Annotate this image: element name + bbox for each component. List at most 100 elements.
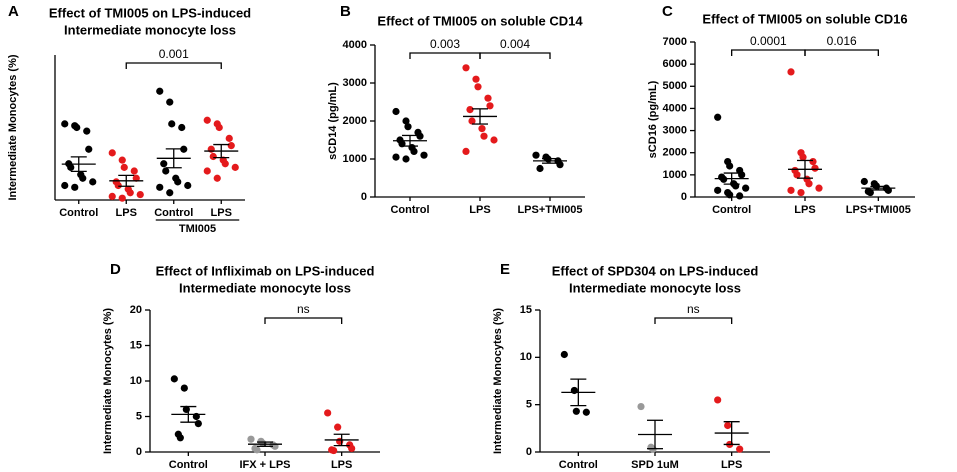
data-point [120, 163, 128, 171]
data-point [462, 64, 470, 72]
data-point [866, 188, 874, 197]
data-point [156, 183, 164, 191]
data-point [348, 444, 356, 453]
y-tick-label: 20 [130, 304, 142, 316]
x-tick-label: Control [390, 204, 429, 216]
x-tick-label: LPS [211, 207, 232, 219]
data-point [166, 98, 174, 106]
data-point [742, 184, 750, 192]
y-tick-label: 15 [520, 304, 532, 316]
chart-title: Effect of TMI005 on LPS-induced [49, 5, 251, 20]
data-point [732, 182, 740, 190]
data-point [209, 152, 217, 161]
significance-bracket [654, 317, 733, 324]
data-point [71, 183, 79, 191]
data-point [484, 94, 492, 102]
data-point [203, 116, 211, 124]
panel-letter: C [662, 3, 673, 20]
data-point [490, 136, 498, 144]
significance-bracket [804, 49, 879, 56]
data-point [114, 181, 122, 190]
significance-label: 0.0001 [750, 34, 787, 48]
data-point [720, 175, 728, 183]
data-point [860, 177, 868, 186]
data-point [536, 164, 544, 173]
data-point [809, 157, 817, 166]
y-axis-label: Intermediate Monocytes (%) [7, 54, 19, 200]
data-point [714, 113, 722, 121]
x-tick-label: SPD 1uM [631, 459, 679, 471]
data-point [811, 164, 819, 172]
data-point [221, 160, 229, 168]
x-tick-label: LPS+TMI005 [517, 204, 582, 216]
data-point [462, 147, 470, 155]
x-tick-label: Control [154, 207, 193, 219]
data-point [108, 192, 116, 200]
data-point [73, 123, 81, 132]
chart-title: Effect of Infliximab on LPS-induced [156, 263, 375, 278]
data-point [410, 147, 418, 155]
y-tick-label: 0 [526, 446, 532, 458]
data-point [170, 375, 178, 383]
data-point [324, 409, 332, 417]
data-point [736, 192, 744, 200]
chart-title: Effect of TMI005 on soluble CD16 [702, 11, 907, 26]
data-point [572, 407, 580, 415]
data-point [480, 132, 488, 140]
data-point [89, 178, 97, 186]
x-tick-label: LPS [794, 204, 815, 216]
data-point [392, 153, 400, 161]
data-point [404, 123, 412, 131]
panel-letter: B [340, 3, 351, 20]
significance-label: ns [687, 302, 700, 316]
y-tick-label: 2000 [663, 147, 687, 159]
x-tick-label: LPS+TMI005 [846, 204, 911, 216]
data-point [160, 160, 168, 168]
data-point [247, 435, 255, 443]
chart-title: Intermediate monocyte loss [179, 280, 351, 295]
y-tick-label: 4000 [663, 102, 687, 114]
data-point [156, 87, 164, 95]
data-point [468, 117, 476, 125]
data-point [787, 186, 795, 194]
data-point [194, 420, 202, 428]
significance-label: 0.016 [827, 34, 857, 48]
x-tick-label: LPS [116, 207, 137, 219]
y-tick-label: 1000 [663, 169, 687, 181]
data-point [392, 107, 400, 116]
x-tick-label: Control [59, 207, 98, 219]
y-tick-label: 7000 [663, 36, 687, 48]
data-point [162, 167, 170, 175]
data-point [213, 174, 221, 182]
significance-bracket [731, 49, 806, 56]
data-point [79, 174, 87, 182]
data-point [176, 434, 184, 442]
data-point [637, 402, 645, 411]
x-tick-label: LPS [469, 204, 490, 216]
x-tick-label: LPS [721, 459, 742, 471]
data-point [815, 184, 823, 192]
chart-title: Effect of SPD304 on LPS-induced [552, 263, 759, 278]
data-point [61, 120, 69, 128]
x-tick-label: LPS [331, 459, 352, 471]
y-tick-label: 10 [130, 375, 142, 387]
data-point [67, 163, 75, 171]
data-point [231, 163, 239, 171]
y-tick-label: 4000 [343, 39, 367, 51]
significance-bracket [409, 52, 481, 59]
data-point [118, 156, 126, 164]
data-point [797, 188, 805, 197]
y-axis-label: Intermediate Monocytes (%) [102, 308, 114, 454]
significance-label: 0.004 [500, 37, 530, 51]
data-point [724, 421, 732, 430]
data-point [215, 123, 223, 132]
data-point [61, 181, 69, 190]
data-point [714, 186, 722, 194]
data-point [474, 83, 482, 91]
data-point [132, 174, 140, 182]
data-point [402, 155, 410, 163]
data-point [184, 181, 192, 190]
data-point [736, 445, 744, 453]
data-point [227, 142, 235, 150]
y-tick-label: 10 [520, 351, 532, 363]
